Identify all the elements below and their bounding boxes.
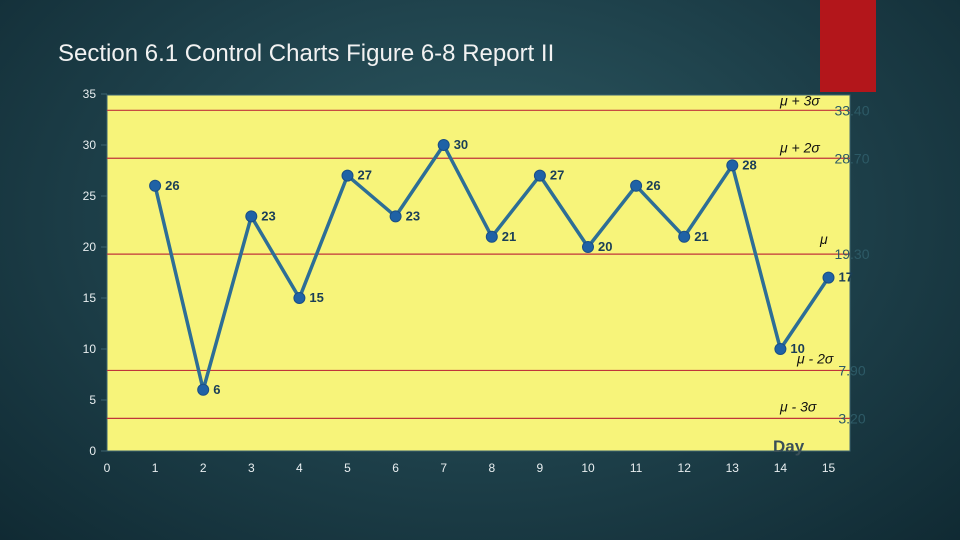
data-label: 10	[790, 341, 804, 356]
y-tick-label: 15	[83, 291, 97, 305]
y-tick-label: 0	[89, 444, 96, 458]
data-point	[293, 292, 306, 304]
y-tick-label: 10	[83, 342, 97, 356]
x-tick-label: 12	[678, 461, 692, 475]
data-label: 27	[550, 168, 564, 183]
y-tick-label: 30	[83, 138, 97, 152]
x-tick-label: 3	[248, 461, 255, 475]
data-label: 21	[502, 229, 516, 244]
control-line-label: μ - 3σ	[779, 398, 817, 414]
x-tick-label: 5	[344, 461, 351, 475]
x-tick-label: 9	[537, 461, 544, 475]
data-label: 30	[454, 137, 468, 152]
data-point	[822, 271, 835, 284]
slide-title: Section 6.1 Control Charts Figure 6-8 Re…	[58, 40, 555, 67]
plot-area	[106, 94, 851, 452]
x-tick-label: 13	[726, 461, 740, 475]
data-label: 26	[165, 178, 179, 193]
data-label: 23	[406, 208, 420, 223]
control-line-label: μ - 2σ	[796, 350, 834, 366]
red-accent-tab	[820, 0, 876, 92]
control-line-value: 3.20	[838, 410, 865, 426]
data-label: 28	[742, 157, 756, 172]
y-tick-label: 25	[83, 189, 97, 203]
data-label: 6	[213, 382, 220, 397]
x-tick-label: 4	[296, 461, 303, 475]
x-tick-label: 0	[104, 461, 111, 475]
x-tick-label: 15	[822, 461, 836, 475]
x-tick-label: 6	[392, 461, 399, 475]
data-label: 23	[261, 208, 275, 223]
data-label: 26	[646, 178, 660, 193]
x-tick-label: 11	[630, 461, 643, 475]
x-tick-label: 8	[488, 461, 495, 475]
data-label: 17	[839, 270, 853, 285]
control-line-value: 33.40	[834, 102, 869, 118]
data-point	[582, 241, 594, 253]
data-point	[437, 139, 450, 151]
data-point	[774, 343, 787, 355]
x-tick-label: 7	[440, 461, 447, 475]
data-labels: 26 6 23 15 27 23 30 21 27 20 26 21 28 10 17	[165, 137, 853, 397]
control-line-label: μ	[819, 231, 828, 247]
y-tick-label: 35	[83, 87, 97, 101]
data-point	[485, 230, 498, 243]
x-tick-label: 10	[581, 461, 595, 475]
y-tick-label: 20	[83, 240, 97, 254]
x-tick-label: 1	[152, 461, 159, 475]
x-tick-label: 2	[200, 461, 207, 475]
control-line-value: 28.70	[834, 150, 869, 166]
data-label: 15	[309, 290, 323, 305]
data-label: 20	[598, 239, 612, 254]
data-point	[389, 210, 402, 223]
data-point	[630, 179, 643, 192]
data-point	[197, 383, 210, 396]
control-line-value: 19.30	[834, 246, 869, 262]
control-lines: μ + 3σ 33.40 μ + 2σ 28.70 μ 19.30 μ - 2σ7.90 μ …	[107, 92, 870, 426]
control-line-label: μ + 2σ	[779, 139, 820, 155]
data-label: 21	[694, 229, 708, 244]
x-axis-title: Day	[773, 437, 805, 456]
series-line	[149, 139, 835, 396]
y-tick-label: 5	[89, 393, 96, 407]
data-point	[341, 169, 354, 182]
data-point	[726, 159, 739, 172]
data-point	[149, 179, 162, 192]
data-point	[533, 169, 546, 182]
data-point	[678, 230, 691, 243]
control-line-label: μ + 3σ	[779, 92, 820, 108]
data-point	[245, 210, 258, 223]
x-tick-label: 14	[774, 461, 788, 475]
control-line-value: 7.90	[838, 362, 865, 378]
data-label: 27	[358, 168, 372, 183]
